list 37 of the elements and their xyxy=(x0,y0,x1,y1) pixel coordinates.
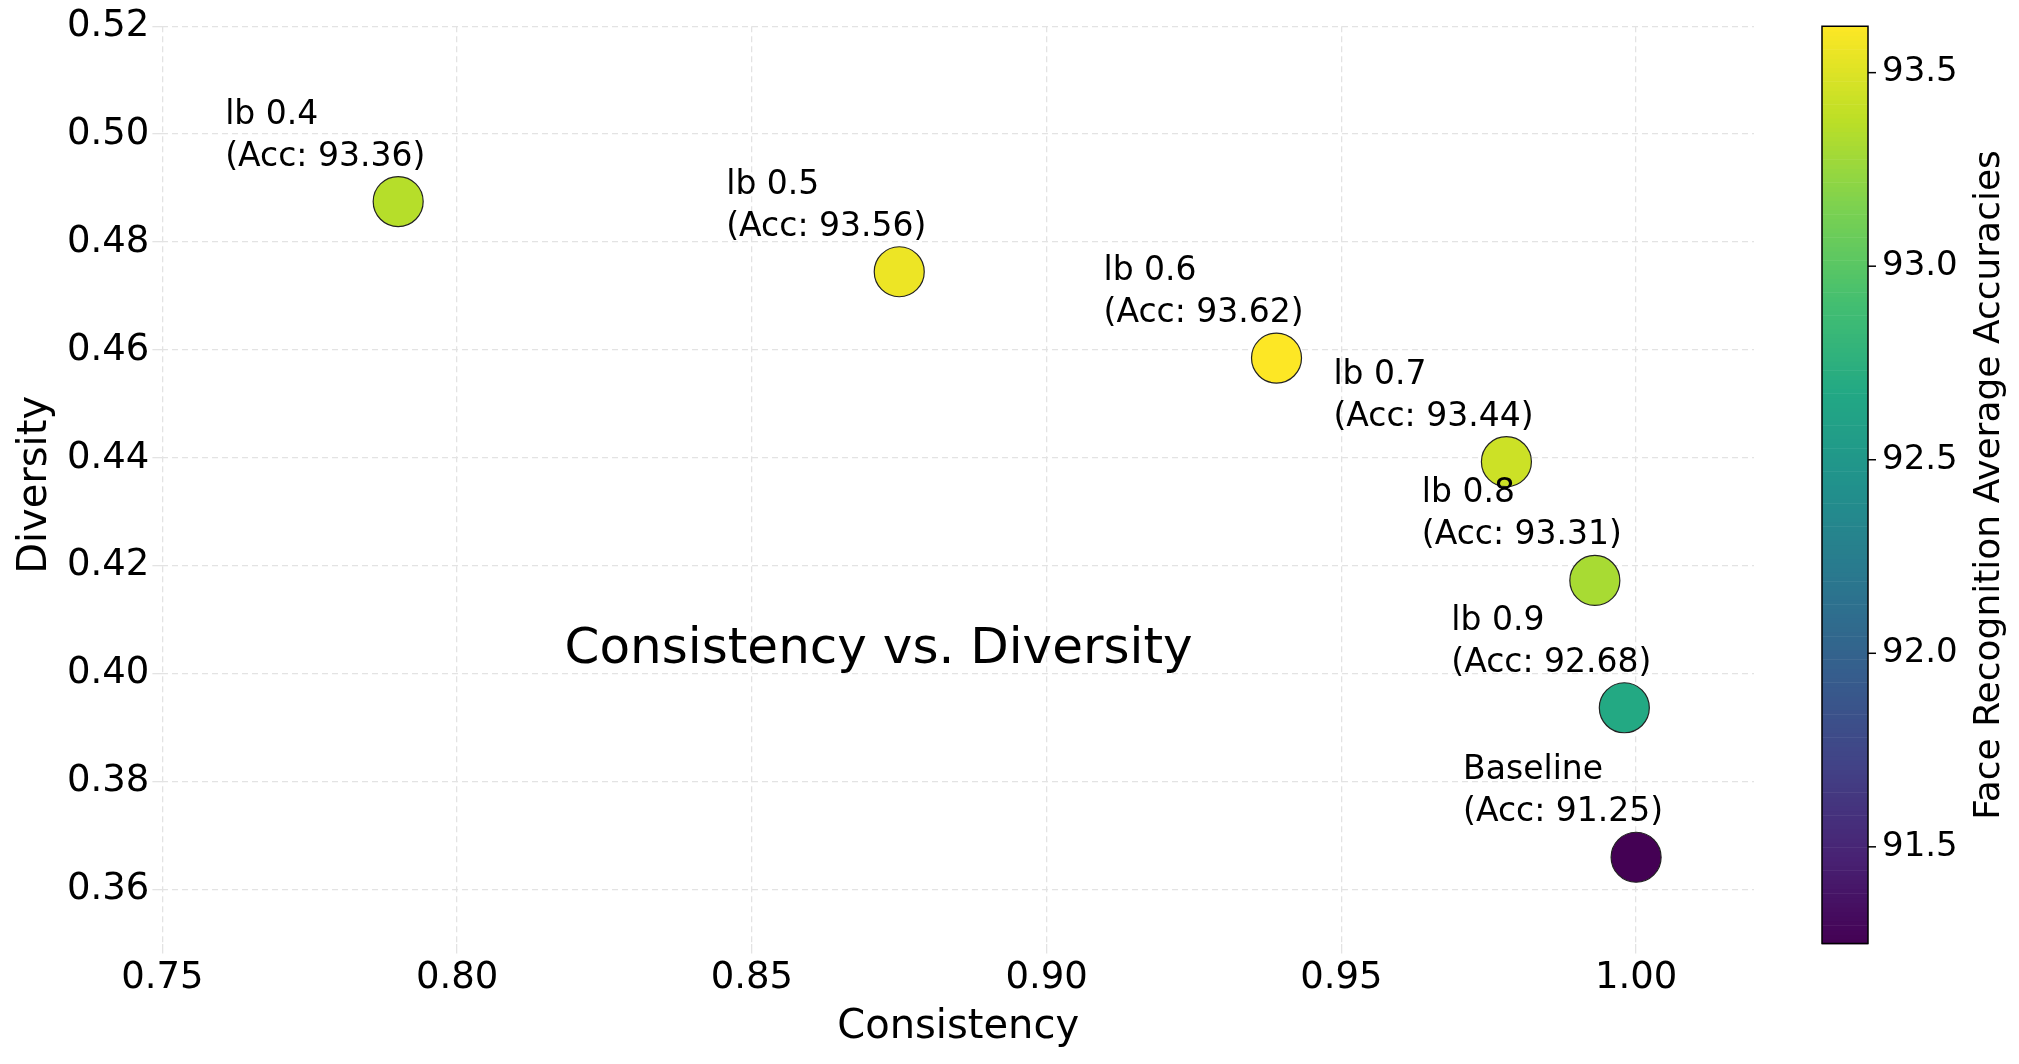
annotation: lb 0.7 (Acc: 93.44) xyxy=(1333,352,1534,434)
color-bar-label: 92.5 xyxy=(1882,436,1958,477)
color-bar-label: 93.0 xyxy=(1882,243,1958,284)
x-tick-label: 0.80 xyxy=(415,954,499,998)
color-bar-label: 93.5 xyxy=(1882,49,1958,90)
annotation: lb 0.5 (Acc: 93.56) xyxy=(726,162,927,244)
text: Consistency vs. Diversity xyxy=(564,617,1193,676)
point xyxy=(873,246,925,298)
annotation: lb 0.4 (Acc: 93.36) xyxy=(225,92,426,174)
y-tick-label: 0.50 xyxy=(66,109,150,153)
annotation: Baseline (Acc: 91.25) xyxy=(1463,748,1664,830)
annotation: lb 0.6 (Acc: 93.62) xyxy=(1103,249,1304,331)
point xyxy=(1569,554,1621,607)
y-axis-title: Diversity xyxy=(9,395,56,574)
point xyxy=(372,175,424,228)
point xyxy=(1598,682,1650,734)
x-tick-label: 0.75 xyxy=(121,954,204,998)
y-tick-label: 0.40 xyxy=(66,649,150,693)
y-tick-label: 0.38 xyxy=(66,757,150,801)
point xyxy=(1610,831,1662,883)
color-bar-label: 91.5 xyxy=(1882,823,1958,864)
x-tick-label: 1.00 xyxy=(1594,954,1678,998)
x-tick-label: 0.90 xyxy=(1005,954,1088,998)
point xyxy=(1250,332,1303,384)
color-bar-title: Face Recognition Average Accuracies xyxy=(1966,150,2008,820)
y-tick-label: 0.44 xyxy=(66,433,150,477)
annotation: lb 0.9 (Acc: 92.68) xyxy=(1451,598,1652,680)
color-bar-label: 92.0 xyxy=(1882,630,1958,671)
x-tick-label: 0.85 xyxy=(710,954,794,998)
y-tick-label: 0.48 xyxy=(66,217,150,261)
x-axis-title: Consistency xyxy=(837,1001,1080,1048)
annotation: lb 0.8 (Acc: 93.31) xyxy=(1421,471,1622,553)
y-tick-label: 0.42 xyxy=(66,541,150,585)
y-tick-label: 0.52 xyxy=(66,1,150,45)
y-tick-label: 0.46 xyxy=(66,325,150,369)
y-tick-label: 0.36 xyxy=(66,865,150,909)
x-tick-label: 0.95 xyxy=(1300,954,1383,998)
